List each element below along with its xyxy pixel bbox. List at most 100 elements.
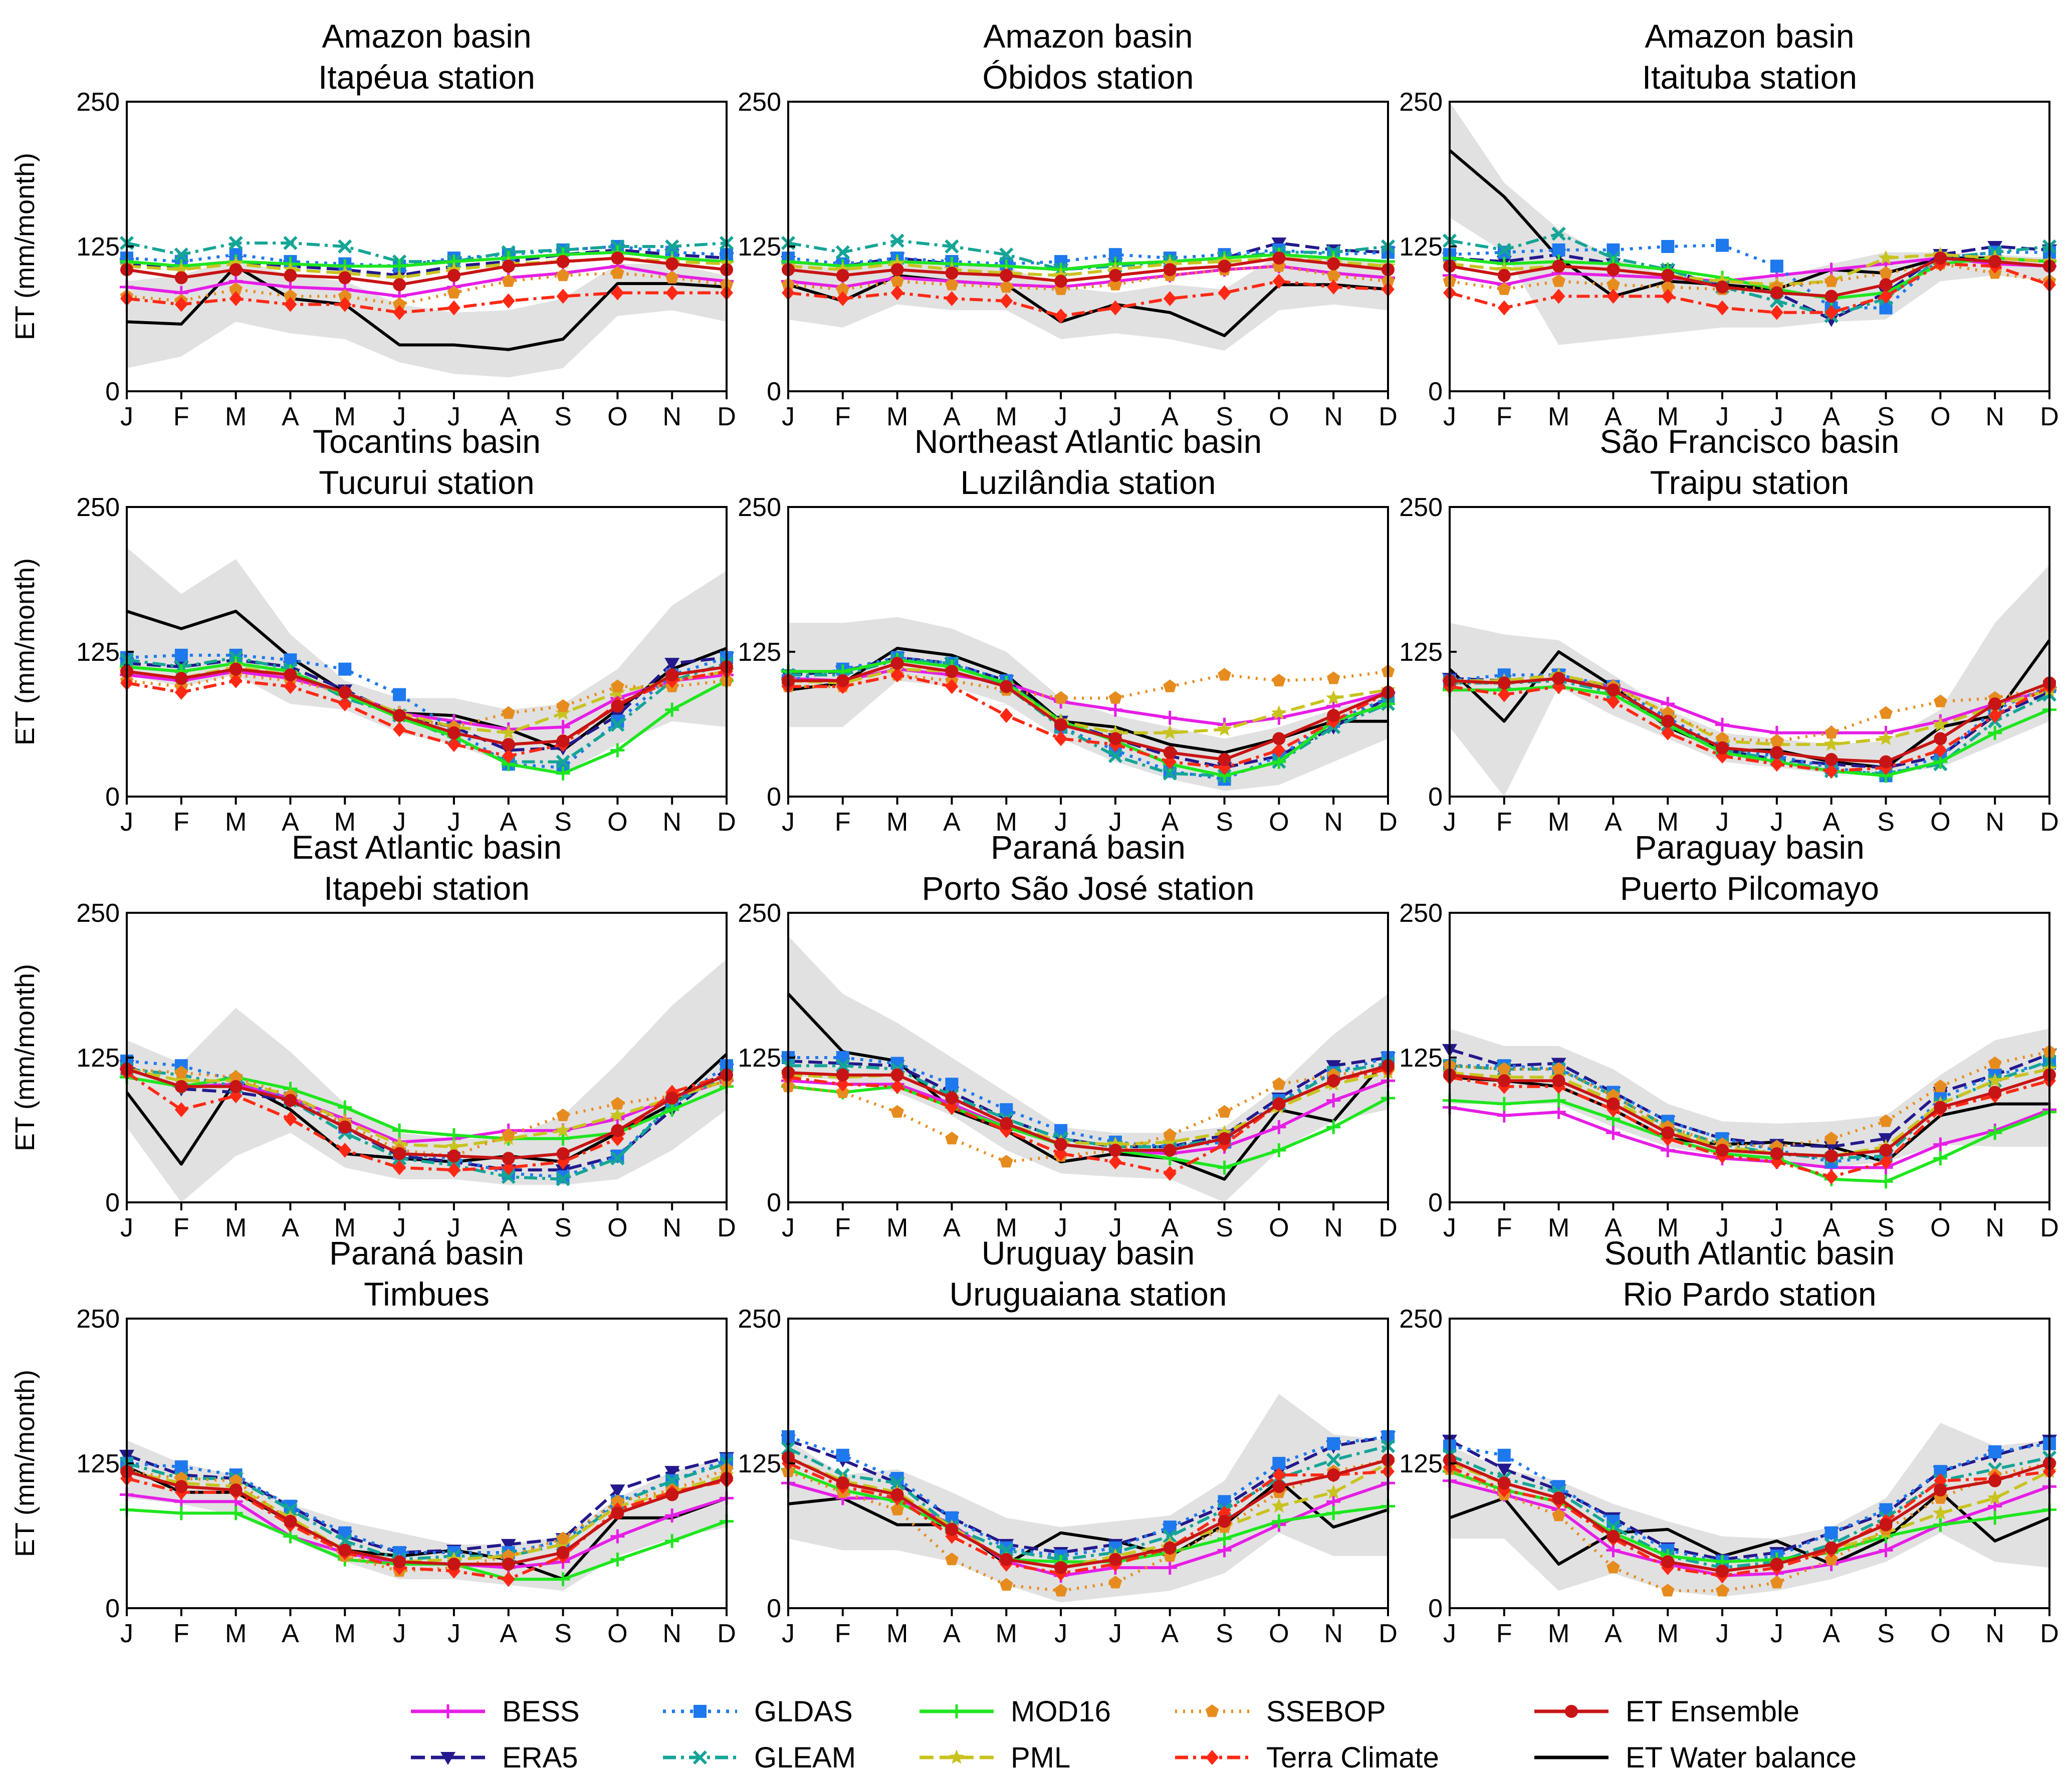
x-tick-label: A bbox=[943, 808, 961, 837]
point-pml bbox=[1326, 1484, 1341, 1499]
x-tick-label: J bbox=[1109, 808, 1122, 837]
panel-subtitle: Itaituba station bbox=[1642, 59, 1857, 96]
x-tick-label: J bbox=[1054, 402, 1067, 431]
point-ens bbox=[1163, 746, 1177, 759]
point-ens bbox=[1770, 746, 1783, 759]
point-ssebop bbox=[1054, 691, 1068, 704]
x-tick-label: A bbox=[1161, 1213, 1179, 1242]
panel-title: Amazon basin bbox=[322, 18, 531, 55]
x-tick-label: M bbox=[996, 402, 1017, 431]
point-pml bbox=[1162, 256, 1178, 271]
series-line-ens bbox=[1449, 1073, 2050, 1158]
point-pml bbox=[555, 1122, 571, 1137]
point-ssebop bbox=[1824, 274, 1838, 287]
point-pml bbox=[501, 724, 516, 739]
point-ens bbox=[890, 263, 904, 277]
point-terra bbox=[338, 1142, 352, 1158]
point-ens bbox=[502, 260, 515, 273]
point-ssebop bbox=[945, 1131, 959, 1145]
x-tick-label: A bbox=[1161, 1619, 1179, 1648]
point-ens bbox=[1327, 1074, 1340, 1088]
x-tick-label: D bbox=[717, 1213, 736, 1242]
point-terra bbox=[1108, 300, 1122, 316]
x-tick-label: M bbox=[886, 1213, 908, 1242]
point-ssebop bbox=[502, 274, 515, 287]
x-tick-label: M bbox=[225, 808, 247, 837]
point-terra bbox=[1770, 305, 1783, 320]
y-axis-label: ET (mm/month) bbox=[10, 558, 40, 745]
panel-subtitle: Timbues bbox=[364, 1276, 490, 1313]
point-ssebop bbox=[1163, 679, 1177, 692]
point-ens bbox=[1108, 269, 1122, 282]
x-tick-label: J bbox=[1716, 1619, 1729, 1648]
x-tick-label: F bbox=[835, 402, 851, 431]
chart-panel: Tocantins basin Tucurui station 0 125 250 J F M… bbox=[10, 423, 736, 837]
point-ssebop bbox=[1218, 1105, 1231, 1118]
x-tick-label: D bbox=[2040, 1619, 2059, 1648]
x-tick-label: A bbox=[1822, 808, 1840, 837]
panel-subtitle: Porto São José station bbox=[922, 870, 1254, 907]
point-ssebop bbox=[1661, 280, 1675, 293]
point-ens bbox=[1661, 1126, 1675, 1140]
x-tick-label: O bbox=[1930, 1213, 1950, 1242]
point-bess bbox=[1715, 717, 1730, 732]
point-ens bbox=[611, 699, 624, 713]
point-pml bbox=[1217, 1125, 1232, 1140]
point-ssebop bbox=[1000, 280, 1013, 293]
legend-marker bbox=[693, 1750, 708, 1765]
point-mod16 bbox=[1879, 1174, 1893, 1189]
legend-marker bbox=[441, 1704, 455, 1718]
uncertainty-band bbox=[788, 1394, 1388, 1603]
x-tick-label: J bbox=[1054, 1213, 1067, 1242]
point-terra bbox=[447, 300, 461, 316]
point-ens bbox=[611, 251, 624, 265]
point-ens bbox=[393, 1147, 406, 1160]
point-gldas bbox=[1661, 240, 1675, 253]
uncertainty-band bbox=[1450, 565, 2049, 797]
point-ens bbox=[1716, 1143, 1729, 1157]
x-tick-label: D bbox=[717, 402, 736, 431]
point-terra bbox=[502, 293, 515, 309]
series-line-gldas bbox=[788, 656, 1389, 781]
point-mod16 bbox=[1326, 1506, 1341, 1520]
x-tick-label: O bbox=[1930, 808, 1950, 837]
y-tick-label: 250 bbox=[738, 1305, 781, 1334]
x-tick-label: M bbox=[1657, 808, 1679, 837]
point-terra bbox=[229, 291, 243, 307]
point-terra bbox=[1661, 725, 1675, 740]
point-bess bbox=[556, 720, 570, 734]
y-axis-label: ET (mm/month) bbox=[10, 964, 40, 1151]
x-tick-label: D bbox=[717, 808, 736, 837]
x-tick-label: M bbox=[886, 402, 908, 431]
series-line-bess bbox=[126, 670, 727, 731]
point-ens bbox=[447, 1149, 461, 1163]
series-line-mod16 bbox=[1450, 685, 2050, 778]
x-tick-label: O bbox=[607, 808, 627, 837]
x-tick-label: D bbox=[1378, 1213, 1398, 1242]
point-ssebop bbox=[1326, 268, 1340, 282]
y-tick-label: 0 bbox=[767, 1188, 781, 1217]
series-line-era5 bbox=[787, 1435, 1389, 1554]
x-tick-label: J bbox=[393, 808, 406, 837]
legend-marker bbox=[949, 1749, 965, 1764]
point-pml bbox=[889, 256, 905, 271]
x-tick-label: N bbox=[1324, 808, 1343, 837]
legend-label: PML bbox=[1011, 1741, 1070, 1774]
x-tick-label: J bbox=[393, 1213, 406, 1242]
y-tick-label: 125 bbox=[738, 1449, 781, 1478]
series-line-bess bbox=[126, 1068, 727, 1144]
x-tick-label: D bbox=[2040, 808, 2059, 837]
point-pml bbox=[1271, 1498, 1287, 1513]
point-mod16 bbox=[1988, 1510, 2002, 1525]
point-ssebop bbox=[284, 289, 297, 302]
chart-panel: Paraguay basin Puerto Pilcomayo 0 125 250 J F M… bbox=[1399, 829, 2059, 1242]
series-line-era5 bbox=[126, 1453, 727, 1554]
legend-marker bbox=[1205, 1704, 1219, 1717]
series-line-era5 bbox=[1449, 1048, 2050, 1148]
point-ens bbox=[1552, 1491, 1565, 1505]
point-ssebop bbox=[1108, 1576, 1122, 1589]
point-ssebop bbox=[1606, 1089, 1620, 1102]
point-ssebop bbox=[556, 1108, 570, 1121]
series-line-terra bbox=[788, 280, 1389, 318]
